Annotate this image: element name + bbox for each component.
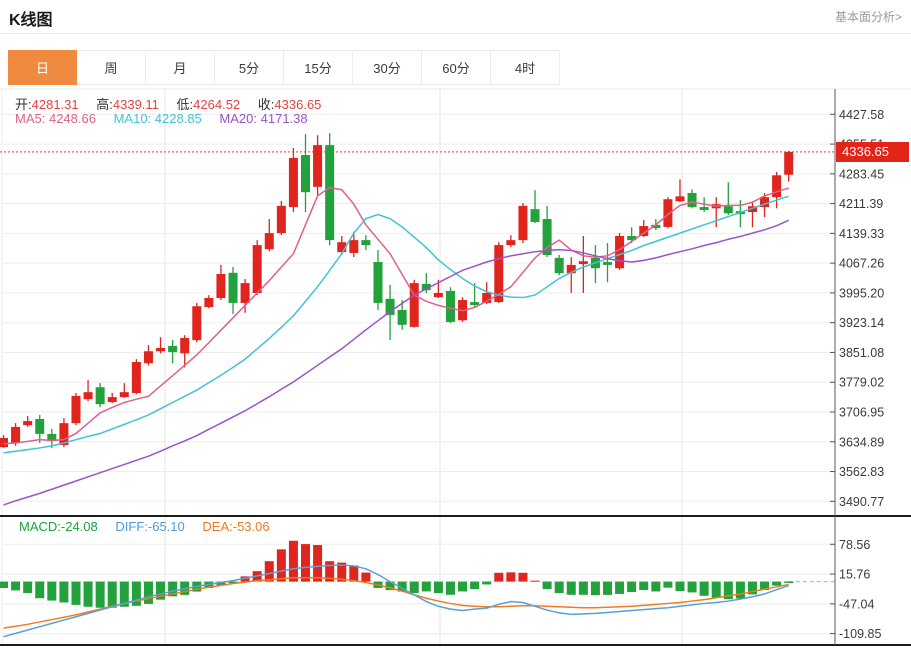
svg-text:4067.26: 4067.26 [839,257,884,271]
svg-text:3851.08: 3851.08 [839,346,884,360]
svg-text:4283.45: 4283.45 [839,167,884,181]
tab-day[interactable]: 日 [8,50,77,85]
macd-histogram [0,540,794,608]
tab-week[interactable]: 周 [77,50,146,85]
svg-text:3706.95: 3706.95 [839,406,884,420]
tab-4hour[interactable]: 4时 [491,50,560,85]
svg-text:4211.39: 4211.39 [839,197,883,211]
low-readout: 低:4264.52 [176,97,241,112]
svg-text:15.76: 15.76 [839,568,870,582]
ma5-line [3,186,789,445]
ma5-readout: MA5: 4248.66 [15,111,96,126]
dea-line [3,577,789,629]
tab-5min[interactable]: 5分 [215,50,284,85]
high-readout: 高:4339.11 [96,97,159,112]
svg-text:3995.20: 3995.20 [839,286,884,300]
tab-30min[interactable]: 30分 [353,50,422,85]
candles-series [0,133,794,448]
fundamental-analysis-link[interactable]: 基本面分析> [834,10,902,24]
close-readout: 收:4336.65 [257,97,322,112]
page-title: K线图 [9,12,53,29]
svg-text:4427.58: 4427.58 [839,108,884,122]
svg-text:3490.77: 3490.77 [839,495,884,509]
svg-text:3923.14: 3923.14 [839,316,884,330]
svg-text:4139.33: 4139.33 [839,227,884,241]
ma20-line [3,219,790,506]
diff-line [3,564,789,638]
open-readout: 开:4281.31 [15,97,79,112]
tab-month[interactable]: 月 [146,50,215,85]
header-divider [0,33,911,34]
svg-text:3634.89: 3634.89 [839,435,884,449]
ma20-readout: MA20: 4171.38 [219,111,308,126]
tab-60min[interactable]: 60分 [422,50,491,85]
svg-text:-109.85: -109.85 [839,627,881,641]
gridlines [2,89,835,644]
price-axis: 4427.584355.514283.454211.394139.334067.… [830,89,884,645]
svg-text:-47.04: -47.04 [839,597,874,611]
period-tabbar: 日 周 月 5分 15分 30分 60分 4时 [8,50,560,85]
pane-borders [0,88,911,646]
macd-readout: MACD:-24.08 DIFF:-65.10 DEA:-53.06 [19,519,284,534]
diff-value-readout: DIFF:-65.10 [115,519,185,534]
tab-15min[interactable]: 15分 [284,50,353,85]
ohlc-readout: 开:4281.31 高:4339.11 低:4264.52 收:4336.65 [15,94,335,113]
ma10-readout: MA10: 4228.85 [113,111,202,126]
last-price-tag: 4336.65 [836,142,909,162]
dea-value-readout: DEA:-53.06 [202,519,270,534]
svg-text:78.56: 78.56 [839,538,870,552]
macd-value-readout: MACD:-24.08 [19,519,98,534]
ma10-line [3,195,789,454]
svg-text:3562.83: 3562.83 [839,465,884,479]
ma-readout: MA5: 4248.66 MA10: 4228.85 MA20: 4171.38 [15,111,322,126]
svg-text:3779.02: 3779.02 [839,376,884,390]
